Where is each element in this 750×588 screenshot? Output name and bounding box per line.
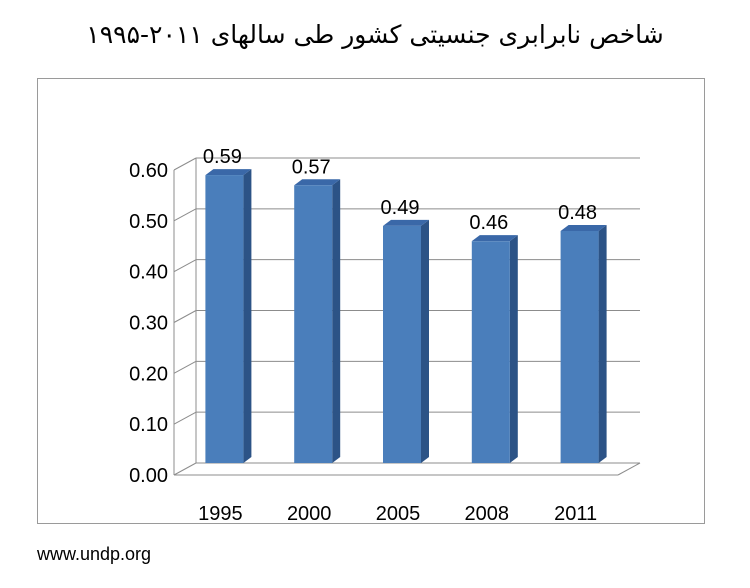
data-label: 0.59: [203, 146, 242, 168]
data-label: 0.46: [469, 212, 508, 234]
gridline-side: [173, 411, 197, 425]
x-tick-label: 2005: [376, 503, 421, 525]
y-tick-label: 0.50: [129, 211, 168, 233]
bar-top: [383, 219, 429, 226]
gridline-side: [173, 157, 197, 171]
chart-frame: [37, 78, 705, 524]
data-label: 0.57: [292, 156, 331, 178]
gridline-side: [173, 310, 197, 323]
x-tick-label: 2000: [287, 503, 332, 525]
bar: [205, 175, 244, 464]
bar-side: [509, 235, 518, 463]
bar-side: [243, 169, 252, 464]
bar-chart: 0.00 0.10 0.20 0.30 0.40 0.50 0.60 0.59 1995 0.57…: [129, 146, 641, 525]
gridline-side: [173, 462, 197, 476]
y-tick-label: 0.10: [129, 414, 168, 436]
y-tick-label: 0.60: [129, 160, 168, 182]
data-label: 0.49: [381, 197, 420, 219]
x-tick-label: 1995: [198, 503, 243, 525]
x-tick-label: 2008: [465, 503, 510, 525]
gridline-side: [173, 259, 197, 273]
gridline-side: [173, 208, 197, 222]
chart-title: شاخص نابرابری جنسیتی کشور طی سالهای ۲۰۱۱…: [86, 20, 664, 49]
bar: [560, 231, 599, 463]
y-tick-label: 0.40: [129, 262, 168, 284]
bar-side: [332, 179, 341, 463]
bar-side: [598, 225, 607, 463]
bar: [294, 185, 333, 463]
y-tick-label: 0.20: [129, 363, 168, 385]
y-tick-label: 0.30: [129, 313, 168, 335]
bar: [383, 225, 421, 463]
bar-top: [205, 169, 252, 176]
gridline-side: [173, 360, 197, 374]
bar-top: [294, 179, 341, 186]
bar-top: [471, 235, 518, 242]
floor-right-edge: [617, 462, 641, 476]
bar: [471, 241, 510, 463]
data-label: 0.48: [558, 202, 597, 224]
y-tick-label: 0.00: [129, 465, 168, 487]
x-tick-label: 2011: [554, 503, 597, 525]
source-text: www.undp.org: [37, 544, 152, 564]
bar-top: [560, 225, 607, 231]
bar-side: [421, 219, 429, 463]
